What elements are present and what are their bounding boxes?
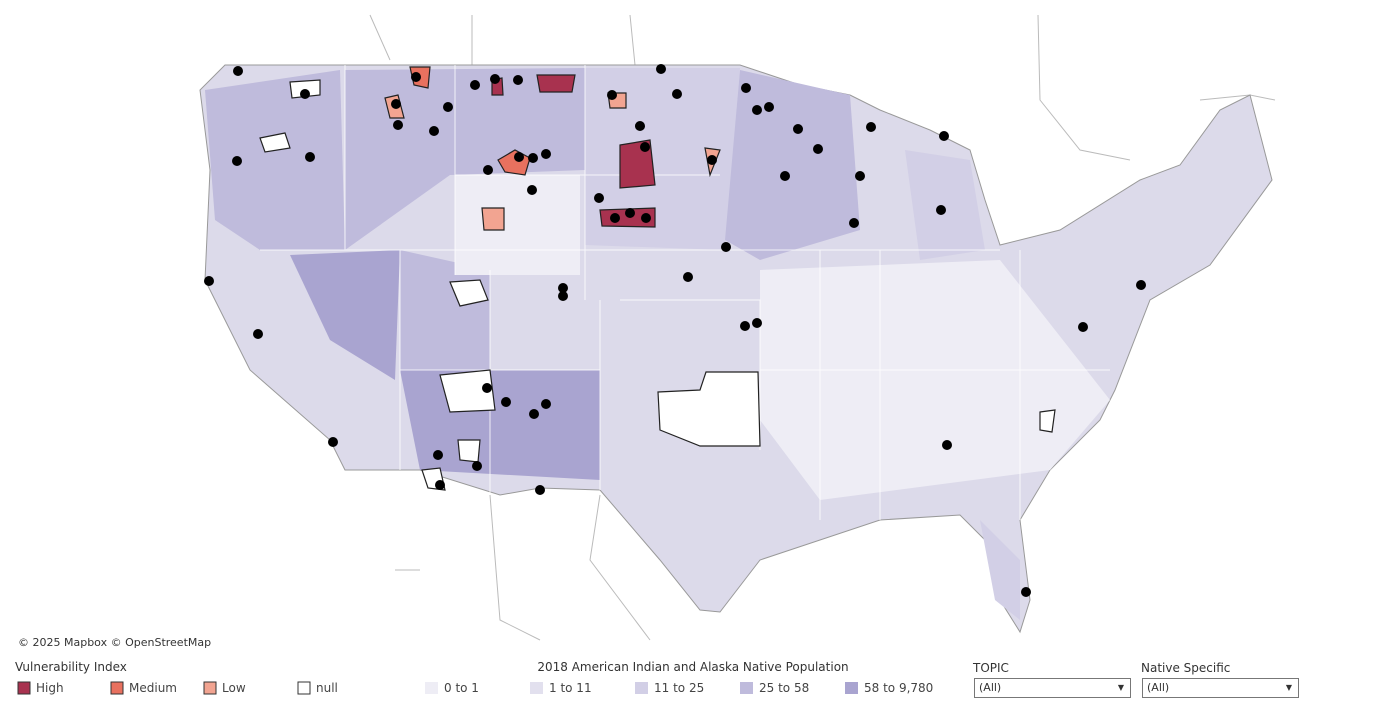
marker [411, 72, 421, 82]
legend-swatch [845, 682, 858, 694]
legend-label: Medium [129, 681, 177, 695]
legend-swatch [530, 682, 543, 694]
marker [558, 291, 568, 301]
marker [942, 440, 952, 450]
marker [513, 75, 523, 85]
legend-label: 0 to 1 [444, 681, 479, 695]
legend-swatch [297, 681, 311, 695]
legend: High Medium Low null [17, 681, 338, 695]
marker [721, 242, 731, 252]
marker [528, 153, 538, 163]
marker [849, 218, 859, 228]
marker [594, 193, 604, 203]
marker [443, 102, 453, 112]
marker [305, 152, 315, 162]
marker [529, 409, 539, 419]
marker [741, 83, 751, 93]
marker [939, 131, 949, 141]
marker [501, 397, 511, 407]
legend-swatch [740, 682, 753, 694]
marker [535, 485, 545, 495]
marker [429, 126, 439, 136]
marker [764, 102, 774, 112]
marker [793, 124, 803, 134]
marker [707, 155, 717, 165]
dropdown-value: (All) [979, 681, 1002, 694]
marker [300, 89, 310, 99]
filter-label: TOPIC [973, 661, 1009, 675]
marker [625, 208, 635, 218]
marker [204, 276, 214, 286]
marker [541, 149, 551, 159]
shaded-regions [205, 68, 1110, 620]
marker [936, 205, 946, 215]
marker [541, 399, 551, 409]
legend-label: High [36, 681, 64, 695]
marker [740, 321, 750, 331]
marker [855, 171, 865, 181]
marker [656, 64, 666, 74]
marker [1078, 322, 1088, 332]
legend-label: null [316, 681, 338, 695]
marker [1021, 587, 1031, 597]
marker [482, 383, 492, 393]
marker [232, 156, 242, 166]
legend-swatch [635, 682, 648, 694]
marker [483, 165, 493, 175]
marker [672, 89, 682, 99]
legend-swatch [203, 681, 217, 695]
legend-label: 25 to 58 [759, 681, 809, 695]
marker [610, 213, 620, 223]
legend-label: Low [222, 681, 246, 695]
marker [433, 450, 443, 460]
marker [752, 105, 762, 115]
legend-swatch [425, 682, 438, 694]
filter-dropdown[interactable]: (All) ▼ [974, 678, 1131, 698]
dropdown-arrow: ▼ [1285, 683, 1292, 692]
filter-label: Native Specific [1141, 661, 1231, 675]
marker [1136, 280, 1146, 290]
marker [514, 152, 524, 162]
marker [391, 99, 401, 109]
marker [813, 144, 823, 154]
map-attribution: © 2025 Mapbox © OpenStreetMap [18, 636, 211, 649]
marker [393, 120, 403, 130]
filter-dropdown[interactable]: (All) ▼ [1142, 678, 1299, 698]
legend-swatch [110, 681, 124, 695]
legend-label: 11 to 25 [654, 681, 704, 695]
dropdown-value: (All) [1147, 681, 1170, 694]
dropdown-arrow: ▼ [1117, 683, 1124, 692]
marker [490, 74, 500, 84]
legend-label: 1 to 11 [549, 681, 592, 695]
marker [640, 142, 650, 152]
legend-label: 58 to 9,780 [864, 681, 933, 695]
legend: 0 to 1 1 to 11 11 to 25 25 to 58 58 to 9,780 [425, 681, 933, 695]
marker [233, 66, 243, 76]
marker [780, 171, 790, 181]
legend-title: 2018 American Indian and Alaska Native P… [537, 660, 848, 674]
marker [472, 461, 482, 471]
marker [558, 283, 568, 293]
marker [641, 213, 651, 223]
marker [470, 80, 480, 90]
marker [607, 90, 617, 100]
legend-title: Vulnerability Index [15, 660, 127, 674]
marker [253, 329, 263, 339]
marker [752, 318, 762, 328]
location-markers [204, 64, 1146, 597]
marker [527, 185, 537, 195]
marker [635, 121, 645, 131]
marker [435, 480, 445, 490]
marker [328, 437, 338, 447]
marker [866, 122, 876, 132]
legend-swatch [17, 681, 31, 695]
marker [683, 272, 693, 282]
